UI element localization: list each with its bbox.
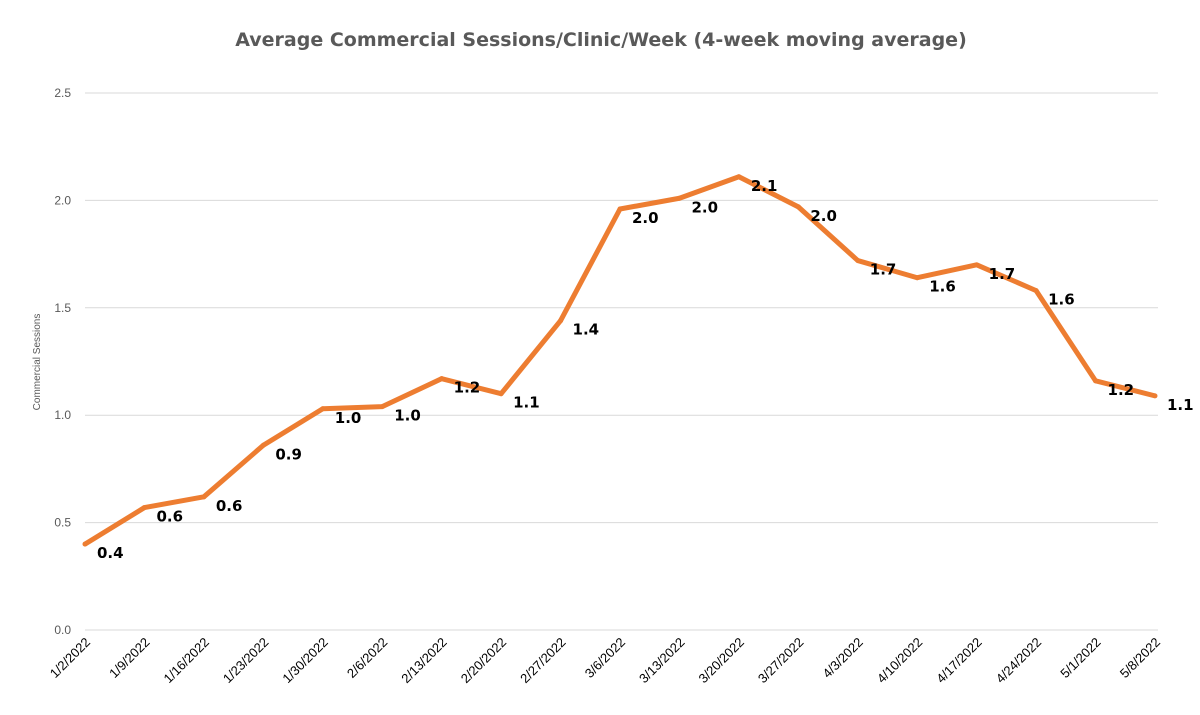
x-axis-ticks: 1/2/2022 1/9/2022 1/16/2022 1/23/2022 1/30/2… [47,635,1163,687]
x-tick-label: 2/13/2022 [398,635,450,687]
data-label: 1.7 [870,261,897,279]
data-label: 2.0 [691,198,718,216]
x-tick-label: 1/2/2022 [47,635,93,681]
data-label: 1.7 [989,265,1016,283]
x-tick-label: 5/1/2022 [1057,635,1103,681]
x-tick-label: 4/24/2022 [993,635,1045,687]
x-tick-label: 1/30/2022 [279,635,331,687]
data-label: 1.1 [1167,396,1194,414]
data-point [320,406,326,412]
chart-title: Average Commercial Sessions/Clinic/Week … [235,29,967,51]
data-point [1033,288,1039,294]
data-label: 1.0 [335,409,362,427]
data-point [617,206,623,212]
data-label: 2.1 [751,177,778,195]
x-tick-label: 2/20/2022 [458,635,510,687]
x-tick-label: 4/17/2022 [933,635,985,687]
y-tick-label: 2.5 [54,86,71,100]
data-label: 2.0 [810,207,837,225]
data-label: 1.2 [1108,381,1135,399]
data-label: 0.4 [97,544,124,562]
y-tick-label: 0.5 [54,516,71,530]
y-axis-ticks: 0.0 0.5 1.0 1.5 2.0 2.5 [54,86,71,637]
data-point [498,391,504,397]
data-label: 1.2 [454,379,481,397]
y-tick-label: 1.0 [54,408,71,422]
y-tick-label: 1.5 [54,301,71,315]
data-point [736,174,742,180]
x-tick-label: 4/3/2022 [820,635,866,681]
data-label: 0.6 [216,497,243,515]
x-tick-label: 5/8/2022 [1117,635,1163,681]
data-label: 1.1 [513,394,540,412]
data-point [795,204,801,210]
y-tick-label: 2.0 [54,193,71,207]
data-point [439,376,445,382]
y-axis-label: Commercial Sessions [32,314,43,411]
series-layer [82,174,1158,547]
data-label: 0.9 [275,445,302,463]
data-point [1093,378,1099,384]
data-point [676,195,682,201]
x-tick-label: 1/9/2022 [106,635,152,681]
data-label: 1.4 [573,321,600,339]
data-point [260,442,266,448]
gridlines [85,92,1158,631]
data-label: 0.6 [156,508,183,526]
data-point [974,262,980,268]
x-tick-label: 4/10/2022 [874,635,926,687]
data-point [1152,393,1158,399]
data-point [201,494,207,500]
x-tick-label: 3/27/2022 [755,635,807,687]
data-label: 1.6 [1048,291,1075,309]
y-tick-label: 0.0 [54,623,71,637]
data-point [855,258,861,264]
data-labels: 0.4 0.6 0.6 0.9 1.0 1.0 1.2 1.1 1.4 2.0 2.0 2.1 2.0 1… [97,177,1194,562]
x-tick-label: 2/27/2022 [517,635,569,687]
data-point [82,541,88,547]
series-line [83,174,1156,547]
x-tick-label: 3/13/2022 [636,635,688,687]
data-point [558,318,564,324]
x-tick-label: 2/6/2022 [344,635,390,681]
data-label: 1.0 [394,407,421,425]
data-label: 1.6 [929,278,956,296]
x-tick-label: 1/23/2022 [220,635,272,687]
data-point [379,404,385,410]
x-tick-label: 3/6/2022 [582,635,628,681]
data-point [914,275,920,281]
x-tick-label: 1/16/2022 [161,635,213,687]
data-point [141,505,147,511]
data-label: 2.0 [632,209,659,227]
x-tick-label: 3/20/2022 [696,635,748,687]
